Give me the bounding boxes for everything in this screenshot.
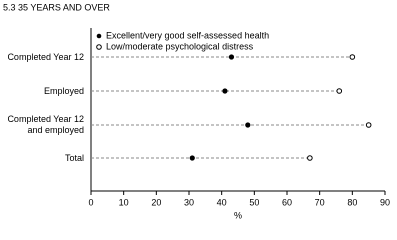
dot: [365, 122, 372, 128]
x-tick-label: 90: [380, 197, 390, 207]
x-tick-label: 70: [315, 197, 325, 207]
x-tick-label: 10: [119, 197, 129, 207]
category-label: Employed: [43, 85, 84, 96]
legend-marker: [96, 44, 102, 50]
x-tick-label: 40: [217, 197, 227, 207]
category-label: Total: [64, 152, 84, 163]
x-tick-label: 60: [282, 197, 292, 207]
dot: [336, 88, 343, 94]
dot: [228, 54, 235, 60]
x-tick-label: 30: [184, 197, 194, 207]
dot: [349, 54, 356, 60]
x-tick-label: 50: [249, 197, 259, 207]
x-axis-label: %: [234, 210, 242, 220]
category-label: Completed Year 12: [7, 51, 84, 62]
dot: [222, 88, 228, 94]
dot: [189, 155, 195, 161]
dot: [245, 122, 251, 128]
x-tick-label: 20: [151, 197, 161, 207]
legend-label: Excellent/very good self-assessed health: [106, 30, 269, 40]
x-tick-label: 80: [347, 197, 357, 207]
chart-title: 5.3 35 YEARS AND OVER: [3, 2, 110, 12]
category-label: Completed Year 12 and employed: [7, 114, 84, 135]
page: {"chart_data": {"type": "dot", "title": …: [3, 2, 391, 221]
legend-marker: [96, 33, 102, 39]
legend-label: Low/moderate psychological distress: [106, 41, 254, 51]
dot: [307, 155, 313, 161]
chart: 5.3 35 YEARS AND OVER 0 10 20 30 40 50 60 70 80 9…: [3, 2, 390, 220]
x-tick-label: 0: [88, 197, 93, 207]
